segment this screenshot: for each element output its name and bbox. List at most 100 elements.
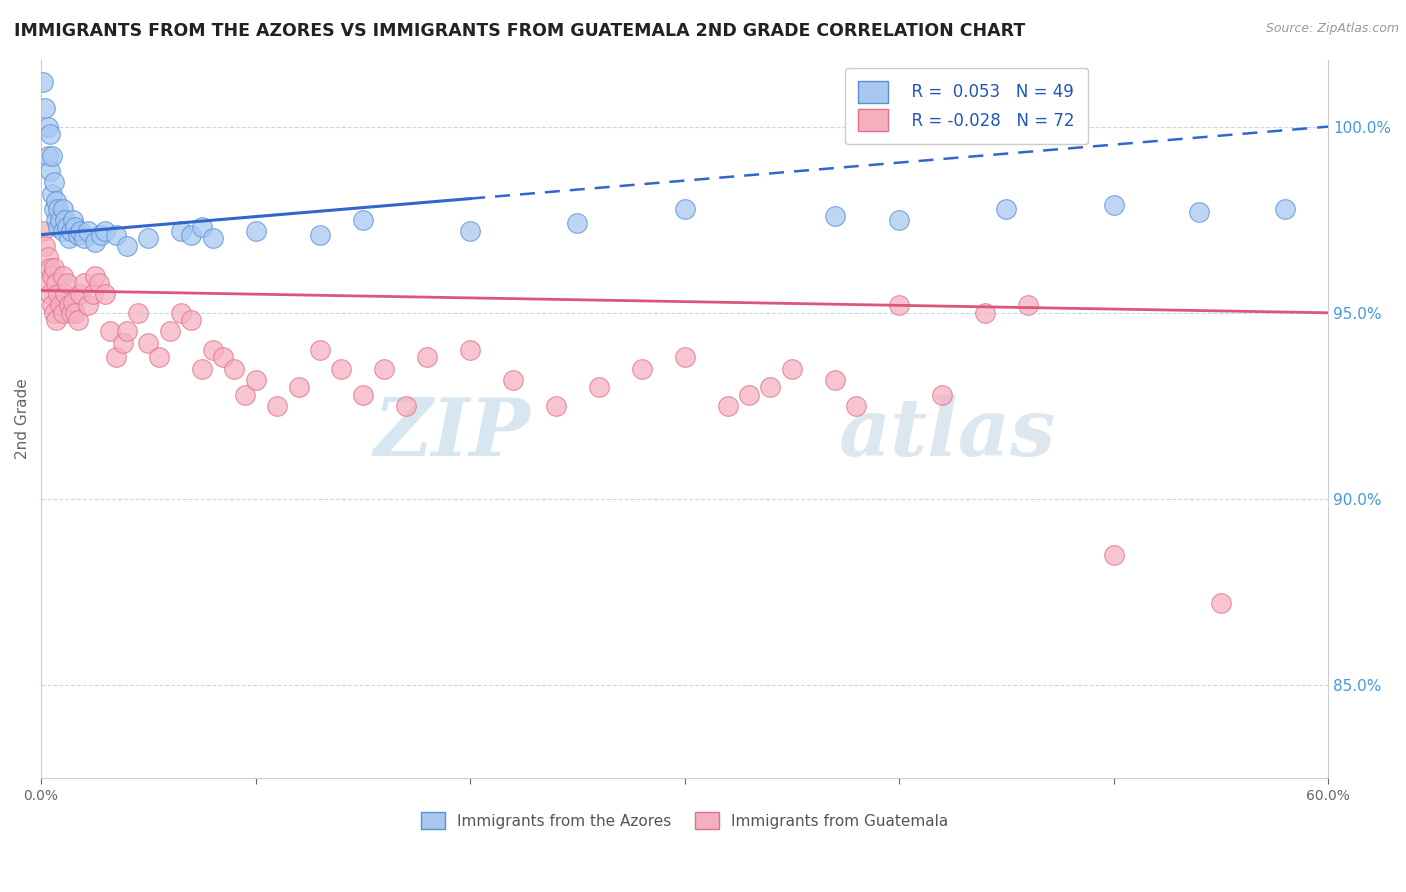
Point	[45, 276, 67, 290]
Point	[83, 235, 105, 249]
Point	[62, 212, 84, 227]
Point	[38, 287, 60, 301]
Point	[56, 276, 79, 290]
Point	[169, 306, 191, 320]
Point	[77, 224, 100, 238]
Point	[105, 227, 128, 242]
Point	[60, 306, 83, 320]
Point	[42, 202, 65, 216]
Point	[138, 231, 160, 245]
Point	[995, 202, 1018, 216]
Point	[212, 351, 235, 365]
Point	[159, 325, 181, 339]
Point	[49, 212, 72, 227]
Point	[65, 220, 87, 235]
Point	[309, 343, 332, 357]
Point	[931, 387, 953, 401]
Point	[66, 227, 89, 242]
Point	[127, 306, 149, 320]
Point	[1102, 548, 1125, 562]
Point	[51, 268, 73, 283]
Point	[352, 387, 374, 401]
Point	[51, 202, 73, 216]
Point	[330, 361, 353, 376]
Point	[887, 298, 910, 312]
Point	[224, 361, 246, 376]
Point	[588, 380, 610, 394]
Point	[287, 380, 309, 394]
Point	[51, 224, 73, 238]
Point	[41, 268, 63, 283]
Point	[115, 239, 138, 253]
Point	[105, 351, 128, 365]
Point	[266, 399, 288, 413]
Point	[42, 261, 65, 276]
Point	[1017, 298, 1039, 312]
Point	[94, 224, 117, 238]
Point	[245, 373, 267, 387]
Point	[630, 361, 652, 376]
Point	[58, 298, 80, 312]
Point	[87, 276, 110, 290]
Y-axis label: 2nd Grade: 2nd Grade	[15, 378, 30, 459]
Point	[38, 164, 60, 178]
Point	[502, 373, 524, 387]
Point	[887, 212, 910, 227]
Text: Source: ZipAtlas.com: Source: ZipAtlas.com	[1265, 22, 1399, 36]
Point	[245, 224, 267, 238]
Point	[41, 186, 63, 201]
Point	[90, 227, 112, 242]
Point	[45, 212, 67, 227]
Legend: Immigrants from the Azores, Immigrants from Guatemala: Immigrants from the Azores, Immigrants f…	[415, 806, 955, 835]
Point	[824, 209, 846, 223]
Point	[716, 399, 738, 413]
Point	[45, 313, 67, 327]
Point	[37, 250, 59, 264]
Point	[233, 387, 256, 401]
Point	[34, 101, 56, 115]
Point	[32, 224, 55, 238]
Point	[77, 298, 100, 312]
Point	[111, 335, 134, 350]
Point	[180, 227, 202, 242]
Point	[46, 202, 69, 216]
Point	[845, 399, 868, 413]
Point	[169, 224, 191, 238]
Point	[83, 268, 105, 283]
Point	[58, 231, 80, 245]
Point	[780, 361, 803, 376]
Point	[41, 298, 63, 312]
Point	[60, 224, 83, 238]
Point	[38, 127, 60, 141]
Point	[53, 212, 76, 227]
Point	[37, 276, 59, 290]
Point	[201, 343, 224, 357]
Point	[49, 298, 72, 312]
Point	[73, 231, 96, 245]
Point	[148, 351, 170, 365]
Point	[201, 231, 224, 245]
Point	[673, 351, 696, 365]
Point	[46, 220, 69, 235]
Point	[191, 361, 214, 376]
Point	[45, 194, 67, 208]
Point	[191, 220, 214, 235]
Point	[38, 261, 60, 276]
Point	[82, 287, 104, 301]
Point	[56, 220, 79, 235]
Point	[352, 212, 374, 227]
Point	[180, 313, 202, 327]
Point	[51, 306, 73, 320]
Point	[66, 313, 89, 327]
Point	[65, 306, 87, 320]
Point	[37, 120, 59, 134]
Point	[62, 294, 84, 309]
Point	[42, 176, 65, 190]
Point	[824, 373, 846, 387]
Text: ZIP: ZIP	[374, 394, 530, 472]
Point	[544, 399, 567, 413]
Point	[738, 387, 761, 401]
Point	[73, 276, 96, 290]
Point	[37, 149, 59, 163]
Point	[53, 287, 76, 301]
